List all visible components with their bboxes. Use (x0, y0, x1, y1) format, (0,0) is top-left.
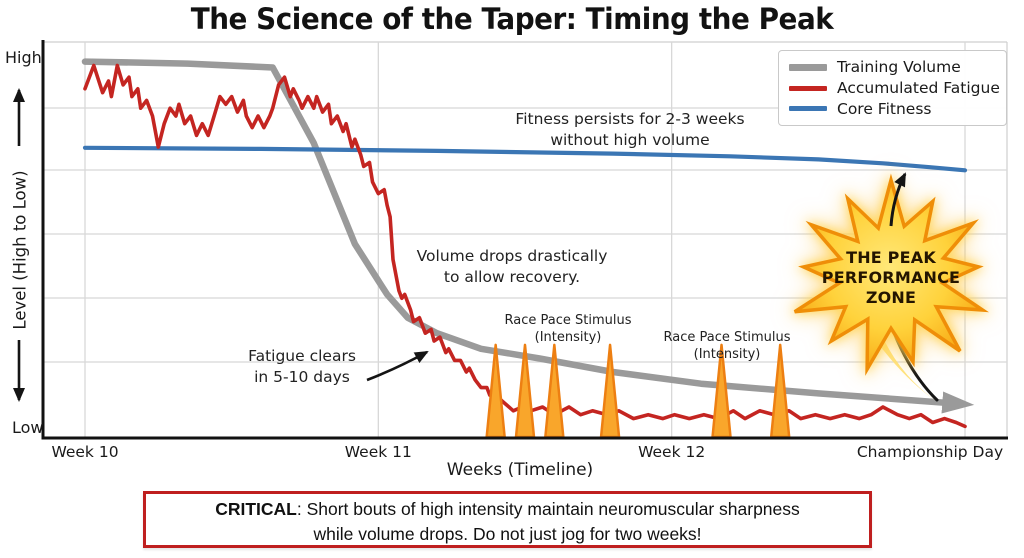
annotation-race-pace-2: Race Pace Stimulus (Intensity) (647, 330, 807, 363)
arrow-to-fitness-peak-icon (889, 172, 907, 227)
chart-title: The Science of the Taper: Timing the Pea… (190, 2, 834, 36)
critical-label: CRITICAL (215, 499, 297, 519)
annotation-line: Fitness persists for 2-3 weeks (515, 110, 745, 128)
critical-line-1: CRITICAL: Short bouts of high intensity … (146, 497, 869, 522)
legend-label: Training Volume (837, 58, 961, 77)
core-fitness-swatch-icon (789, 106, 827, 112)
critical-line-2: while volume drops. Do not just jog for … (313, 524, 702, 544)
starburst-line: THE PEAK (846, 248, 936, 267)
x-axis-title: Weeks (Timeline) (446, 460, 594, 480)
annotation-line: without high volume (550, 131, 710, 149)
annotation-race-pace-1: Race Pace Stimulus (Intensity) (488, 313, 648, 346)
accumulated-fatigue-swatch-icon (789, 85, 827, 91)
arrow-fatigue-clears-icon (366, 350, 429, 382)
x-tick-label: Championship Day (857, 443, 1003, 461)
annotation-volume-drops: Volume drops drastically to allow recove… (382, 246, 642, 288)
critical-text: : Short bouts of high intensity maintain… (296, 499, 800, 519)
y-axis-title: Level (High to Low) (10, 170, 30, 330)
peak-performance-starburst (793, 173, 990, 376)
annotation-line: in 5-10 days (254, 368, 350, 386)
annotation-fatigue-clears: Fatigue clears in 5-10 days (222, 346, 382, 388)
x-tick-labels: Week 10 Week 11 Week 12 Championship Day (51, 443, 1003, 461)
legend-item-accumulated-fatigue: Accumulated Fatigue (789, 78, 1000, 99)
training-volume-swatch-icon (789, 63, 827, 71)
legend-item-training-volume: Training Volume (789, 57, 996, 78)
legend-item-core-fitness: Core Fitness (789, 98, 996, 119)
x-tick-label: Week 10 (51, 443, 118, 461)
annotation-line: (Intensity) (534, 329, 602, 345)
peak-performance-zone-label: THE PEAK PERFORMANCE ZONE (791, 248, 991, 308)
legend-label: Accumulated Fatigue (837, 79, 1000, 97)
accumulated-fatigue-line (83, 63, 967, 429)
y-axis-low-label: Low (12, 418, 44, 437)
x-tick-label: Week 12 (638, 443, 705, 461)
axes (13, 40, 1008, 440)
starburst-line: ZONE (865, 288, 917, 307)
legend-label: Core Fitness (837, 99, 932, 118)
race-pace-spike (599, 343, 621, 439)
annotation-line: Fatigue clears (248, 347, 356, 365)
gridlines (43, 41, 1008, 438)
chart-legend: Training Volume Accumulated Fatigue Core… (778, 50, 1007, 126)
annotation-line: Race Pace Stimulus (504, 313, 632, 328)
core-fitness-line (82, 145, 968, 173)
annotation-line: Race Pace Stimulus (663, 330, 791, 345)
y-axis-high-label: High (5, 48, 42, 67)
starburst-line: PERFORMANCE (821, 268, 961, 287)
annotation-line: to allow recovery. (443, 268, 581, 286)
annotation-fitness-persists: Fitness persists for 2-3 weeks without h… (495, 109, 765, 151)
critical-callout-box: CRITICAL: Short bouts of high intensity … (143, 491, 872, 548)
x-tick-label: Week 11 (345, 443, 412, 461)
annotation-line: (Intensity) (693, 346, 761, 362)
annotation-line: Volume drops drastically (416, 247, 608, 265)
